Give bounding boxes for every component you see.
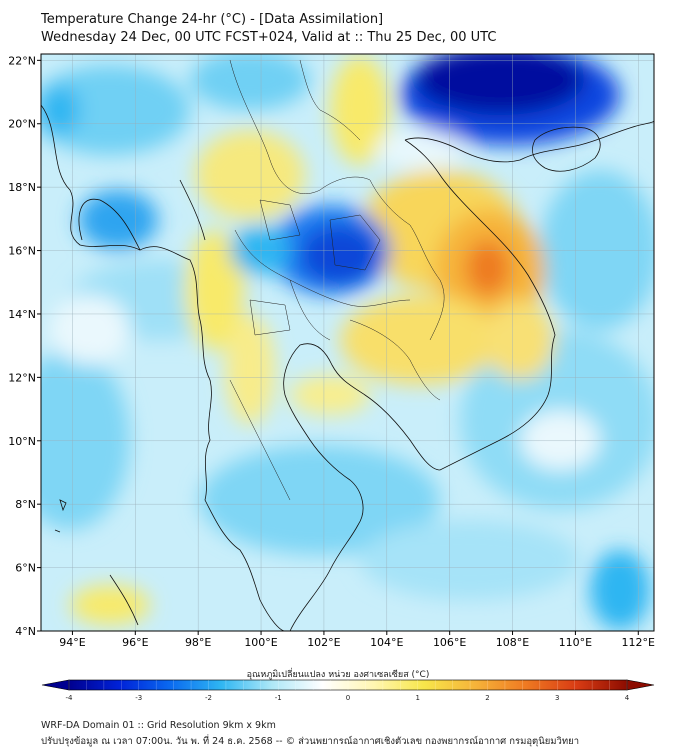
colorbar: -4 -3 -2 -1 0 1 2 3 4 (41, 679, 655, 702)
colorbar-tick-label: -2 (205, 694, 212, 702)
lon-tick-label: 102°E (307, 636, 340, 649)
lat-tick-label: 4°N (15, 625, 36, 638)
colorbar-tick-label: 3 (555, 694, 559, 702)
temperature-field (41, 54, 654, 631)
lon-tick-label: 100°E (244, 636, 277, 649)
colorbar-label: อุณหภูมิเปลี่ยนแปลง หน่วย องศาเซลเซียส (… (246, 670, 430, 680)
lon-tick-label: 108°E (496, 636, 529, 649)
lon-tick-label: 112°E (622, 636, 655, 649)
colorbar-gradient (68, 679, 628, 691)
lat-tick-label: 14°N (8, 308, 36, 321)
lat-tick-label: 12°N (8, 371, 36, 384)
footer-model-info: WRF-DA Domain 01 :: Grid Resolution 9km … (41, 720, 276, 731)
colorbar-tick-label: 1 (416, 694, 420, 702)
lat-tick-label: 18°N (8, 181, 36, 194)
lon-tick-label: 94°E (59, 636, 85, 649)
lon-tick-label: 104°E (370, 636, 403, 649)
lat-tick-label: 22°N (8, 54, 36, 67)
lat-tick-label: 20°N (8, 118, 36, 131)
colorbar-tick-label: 4 (625, 694, 630, 702)
coastlines (41, 104, 654, 631)
longitude-axis: 94°E 96°E 98°E 100°E 102°E 104°E 106°E 108°E 110… (59, 631, 655, 649)
lon-tick-label: 110°E (559, 636, 592, 649)
lat-tick-label: 8°N (15, 498, 36, 511)
colorbar-tick-label: -4 (66, 694, 74, 702)
lat-tick-label: 10°N (8, 435, 36, 448)
chart-subtitle: Wednesday 24 Dec, 00 UTC FCST+024, Valid… (41, 30, 497, 45)
footer-credit: ปรับปรุงข้อมูล ณ เวลา 07:00น. วัน พ. ที่… (41, 736, 580, 747)
colorbar-tick-label: -1 (275, 694, 282, 702)
lat-tick-label: 6°N (15, 562, 36, 575)
latitude-axis: 22°N 20°N 18°N 16°N 14°N 12°N 10°N 8°N 6°N 4°N (8, 54, 41, 638)
colorbar-max-extend (626, 679, 655, 691)
lon-tick-label: 96°E (122, 636, 148, 649)
admin-borders (229, 59, 445, 501)
chart-title: Temperature Change 24-hr (°C) - [Data As… (41, 12, 384, 27)
colorbar-tick-label: -3 (135, 694, 142, 702)
colorbar-tick-label: 0 (346, 694, 350, 702)
lon-tick-label: 98°E (185, 636, 211, 649)
gridlines (41, 54, 654, 631)
colorbar-tick-label: 2 (485, 694, 489, 702)
lat-tick-label: 16°N (8, 245, 36, 258)
field-blobs (41, 54, 654, 630)
plot-frame (40, 53, 655, 632)
colorbar-min-extend (41, 679, 70, 691)
lon-tick-label: 106°E (433, 636, 466, 649)
